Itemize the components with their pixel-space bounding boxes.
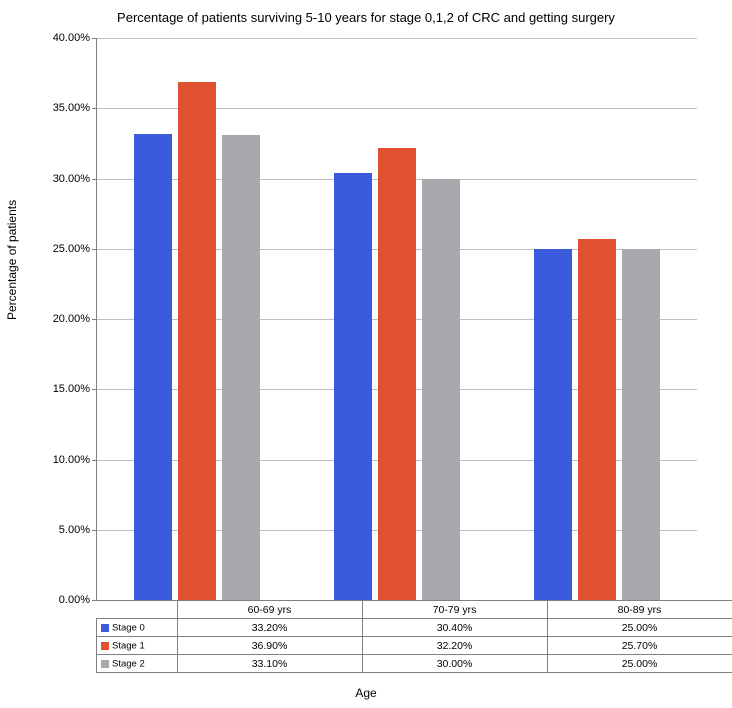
bar [422,179,460,601]
legend-label: Stage 0 [112,622,145,633]
bar [378,148,416,600]
y-tick-label: 5.00% [6,524,90,536]
y-tick-mark [92,38,97,39]
chart-title: Percentage of patients surviving 5-10 ye… [0,10,732,25]
table-cell: 30.40% [362,619,547,637]
y-tick-label: 30.00% [6,173,90,185]
legend-cell: Stage 2 [97,655,178,673]
legend-cell: Stage 0 [97,619,178,637]
y-tick-label: 25.00% [6,243,90,255]
x-axis-title: Age [0,686,732,700]
plot-area [96,38,697,601]
y-tick-mark [92,108,97,109]
table-corner-cell [97,601,178,619]
y-tick-mark [92,249,97,250]
category-label: 60-69 yrs [177,601,362,619]
table-cell: 25.00% [547,655,732,673]
bar [534,249,572,600]
y-tick-mark [92,530,97,531]
category-label: 80-89 yrs [547,601,732,619]
category-label: 70-79 yrs [362,601,547,619]
table-cell: 30.00% [362,655,547,673]
legend-swatch [101,660,109,668]
y-tick-mark [92,319,97,320]
bar [578,239,616,600]
y-tick-label: 10.00% [6,454,90,466]
table-cell: 33.10% [177,655,362,673]
bar [334,173,372,600]
bar [222,135,260,600]
chart-data-table: 60-69 yrs70-79 yrs80-89 yrs Stage 0 33.20%… [96,600,732,673]
y-tick-label: 40.00% [6,32,90,44]
y-tick-label: 0.00% [6,594,90,606]
y-tick-label: 15.00% [6,383,90,395]
y-tick-mark [92,389,97,390]
bar [134,134,172,600]
chart-container: Percentage of patients surviving 5-10 ye… [0,0,732,708]
y-tick-mark [92,179,97,180]
table-cell: 25.70% [547,637,732,655]
y-tick-mark [92,460,97,461]
y-tick-label: 35.00% [6,102,90,114]
legend-swatch [101,642,109,650]
table-cell: 25.00% [547,619,732,637]
grid-line [97,38,697,39]
table-cell: 33.20% [177,619,362,637]
legend-label: Stage 1 [112,640,145,651]
table-cell: 32.20% [362,637,547,655]
bar [622,249,660,600]
y-axis-title: Percentage of patients [5,200,19,320]
bar [178,82,216,600]
legend-label: Stage 2 [112,658,145,669]
table-cell: 36.90% [177,637,362,655]
legend-cell: Stage 1 [97,637,178,655]
legend-swatch [101,624,109,632]
y-tick-label: 20.00% [6,313,90,325]
